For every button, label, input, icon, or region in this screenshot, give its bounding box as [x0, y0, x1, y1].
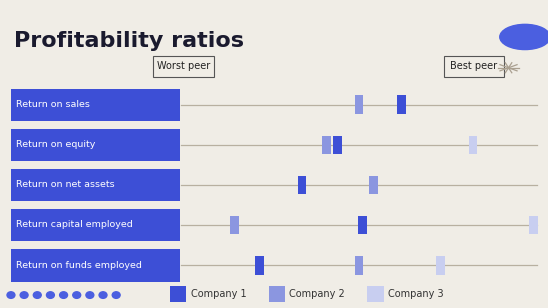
FancyBboxPatch shape [322, 136, 331, 154]
Text: Profitability ratios: Profitability ratios [14, 31, 244, 51]
FancyBboxPatch shape [355, 256, 363, 275]
FancyBboxPatch shape [230, 216, 239, 234]
Ellipse shape [99, 292, 107, 298]
FancyBboxPatch shape [333, 136, 342, 154]
Text: Best peer: Best peer [450, 61, 498, 71]
FancyBboxPatch shape [153, 56, 214, 77]
FancyBboxPatch shape [355, 95, 363, 114]
FancyBboxPatch shape [255, 256, 264, 275]
Ellipse shape [73, 292, 81, 298]
FancyBboxPatch shape [444, 56, 504, 77]
Ellipse shape [500, 24, 548, 50]
Text: Return on sales: Return on sales [16, 100, 90, 109]
FancyBboxPatch shape [11, 249, 180, 282]
FancyBboxPatch shape [11, 168, 180, 201]
Text: Return capital employed: Return capital employed [16, 220, 133, 229]
Text: Worst peer: Worst peer [157, 61, 210, 71]
Text: Company 1: Company 1 [191, 289, 247, 299]
Ellipse shape [47, 292, 54, 298]
Text: Company 3: Company 3 [388, 289, 444, 299]
Ellipse shape [7, 292, 15, 298]
Ellipse shape [86, 292, 94, 298]
FancyBboxPatch shape [269, 286, 285, 302]
FancyBboxPatch shape [469, 136, 477, 154]
FancyBboxPatch shape [436, 256, 445, 275]
Text: Return on equity: Return on equity [16, 140, 96, 149]
Text: Return on net assets: Return on net assets [16, 180, 115, 189]
FancyBboxPatch shape [397, 95, 406, 114]
Text: Company 2: Company 2 [289, 289, 345, 299]
FancyBboxPatch shape [298, 176, 306, 194]
Ellipse shape [33, 292, 41, 298]
FancyBboxPatch shape [11, 88, 180, 121]
FancyBboxPatch shape [367, 286, 384, 302]
FancyBboxPatch shape [369, 176, 378, 194]
Ellipse shape [20, 292, 28, 298]
FancyBboxPatch shape [358, 216, 367, 234]
FancyBboxPatch shape [170, 286, 186, 302]
Ellipse shape [60, 292, 67, 298]
FancyBboxPatch shape [11, 209, 180, 241]
FancyBboxPatch shape [529, 216, 538, 234]
Text: Return on funds employed: Return on funds employed [16, 261, 142, 270]
FancyBboxPatch shape [11, 129, 180, 161]
Ellipse shape [112, 292, 120, 298]
